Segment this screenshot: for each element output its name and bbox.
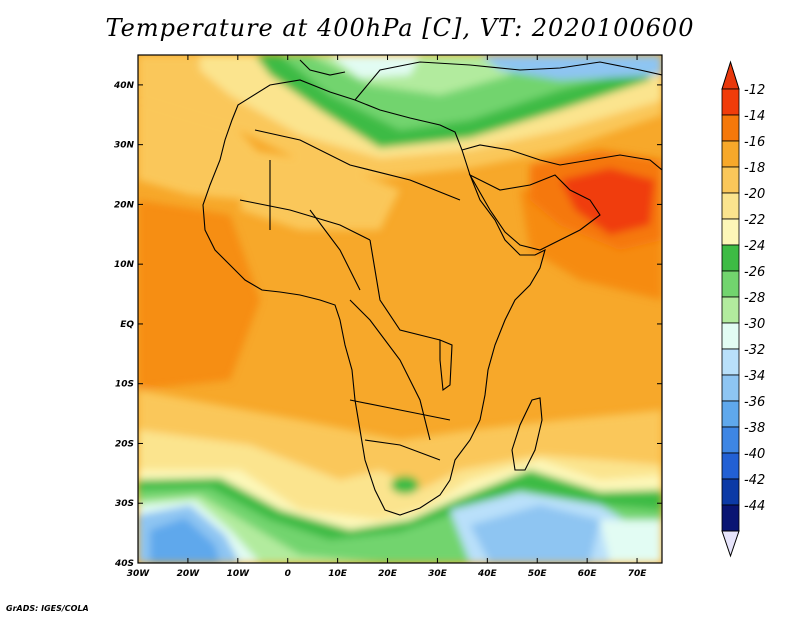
lat-tick-label: 30N [114, 141, 135, 151]
colorbar-label: -42 [744, 473, 765, 488]
colorbar-segment [721, 140, 740, 168]
lon-tick-label: 10W [227, 569, 251, 579]
lon-tick-label: 50E [528, 569, 548, 579]
longitude-axis: 30W 20W 10W 0 10E 20E 30E 40E 50E 60E 70E [127, 55, 647, 579]
colorbar-segment [721, 270, 740, 298]
lon-tick-label: 30W [127, 569, 151, 579]
lon-tick-label: 0 [285, 569, 291, 579]
colorbar-segment [721, 348, 740, 376]
colorbar-label: -32 [744, 343, 765, 358]
colorbar-segment [721, 218, 740, 246]
colorbar-bottom-arrow [721, 530, 740, 558]
colorbar: -12 -14 -16 -18 -20 -22 -24 -26 -28 -30 -32 -34 -36 -… [721, 60, 765, 558]
colorbar-segment [721, 296, 740, 324]
colorbar-label: -18 [744, 161, 765, 176]
lon-tick-label: 20E [378, 569, 398, 579]
colorbar-label: -22 [744, 213, 765, 228]
colorbar-label: -12 [744, 83, 765, 98]
lon-tick-label: 30E [428, 569, 448, 579]
colorbar-segment [721, 244, 740, 272]
map-frame [137, 54, 663, 564]
colorbar-label: -20 [744, 187, 765, 202]
colorbar-label: -24 [744, 239, 765, 254]
colorbar-segment [721, 400, 740, 428]
lat-tick-label: 30S [115, 499, 134, 509]
colorbar-label: -44 [744, 499, 765, 514]
colorbar-segment [721, 166, 740, 194]
lon-tick-label: 40E [477, 569, 498, 579]
colorbar-segment [721, 478, 740, 506]
map-title: Temperature at 400hPa [C], VT: 202010060… [105, 14, 695, 42]
colorbar-top-arrow [721, 60, 740, 90]
colorbar-label: -26 [744, 265, 765, 280]
lon-tick-label: 10E [328, 569, 348, 579]
colorbar-label: -38 [744, 421, 765, 436]
lon-tick-label: 60E [578, 569, 598, 579]
colorbar-label: -40 [744, 447, 765, 462]
colorbar-label: -30 [744, 317, 765, 332]
lon-tick-label: 70E [628, 569, 648, 579]
lat-tick-label: 20S [115, 439, 134, 449]
colorbar-label: -34 [744, 369, 765, 384]
temperature-field [138, 55, 662, 563]
colorbar-segment [721, 452, 740, 480]
colorbar-segment [721, 192, 740, 220]
lat-tick-label: EQ [120, 320, 134, 330]
colorbar-segment [721, 114, 740, 142]
colorbar-label: -36 [744, 395, 765, 410]
lon-tick-label: 20W [177, 569, 201, 579]
colorbar-segment [721, 504, 740, 532]
grads-credit: GrADS: IGES/COLA [6, 604, 89, 613]
latitude-axis: 40N 30N 20N 10N EQ 10S 20S 30S 40S [113, 81, 662, 569]
colorbar-segment [721, 426, 740, 454]
lat-tick-label: 10S [115, 380, 134, 390]
colorbar-segment [721, 374, 740, 402]
coastlines [202, 59, 662, 516]
lat-tick-label: 40N [113, 81, 135, 91]
lat-tick-label: 40S [114, 559, 134, 569]
colorbar-label: -14 [744, 109, 765, 124]
lat-tick-label: 20N [114, 200, 135, 210]
colorbar-segment [721, 322, 740, 350]
colorbar-label: -16 [744, 135, 765, 150]
lat-tick-label: 10N [114, 260, 135, 270]
colorbar-segment [721, 88, 740, 116]
colorbar-label: -28 [744, 291, 765, 306]
